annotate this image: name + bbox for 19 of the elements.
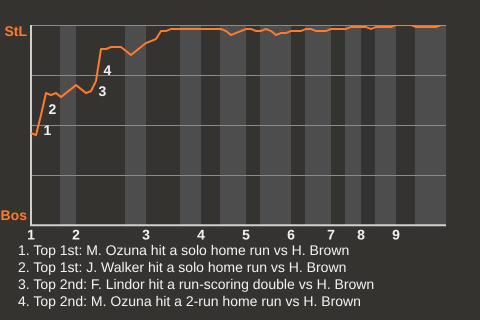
x-tick-label: 5 xyxy=(242,226,250,242)
x-tick-label: 8 xyxy=(357,226,366,242)
annotation: 2 xyxy=(48,100,56,117)
text: 1. Top 1st: M. Ozuna hit a solo home run vs H. Brown xyxy=(18,242,350,259)
x-tick-label: 3 xyxy=(142,226,150,242)
annotation: 1 xyxy=(44,122,52,138)
text: StL xyxy=(4,22,28,39)
text: 3. Top 2nd: F. Lindor hit a run-scoring double vs H. Brown xyxy=(18,276,376,293)
x-tick-label: 6 xyxy=(287,226,296,242)
x-tick-label: 1 xyxy=(27,226,36,242)
x-tick-label: 4 xyxy=(197,226,206,242)
annotation: 3 xyxy=(98,82,106,99)
x-tick-label: 9 xyxy=(392,226,400,242)
text: 4. Top 2nd: M. Ozuna hit a 2-run home run vs H. Brown xyxy=(18,293,362,310)
x-tick-label: 7 xyxy=(327,226,336,242)
annotation: 4 xyxy=(104,62,112,78)
x-tick-label: 2 xyxy=(72,226,80,242)
text: 2. Top 1st: J. Walker hit a solo home run vs H. Brown xyxy=(18,259,348,276)
text: Bos xyxy=(0,207,28,224)
